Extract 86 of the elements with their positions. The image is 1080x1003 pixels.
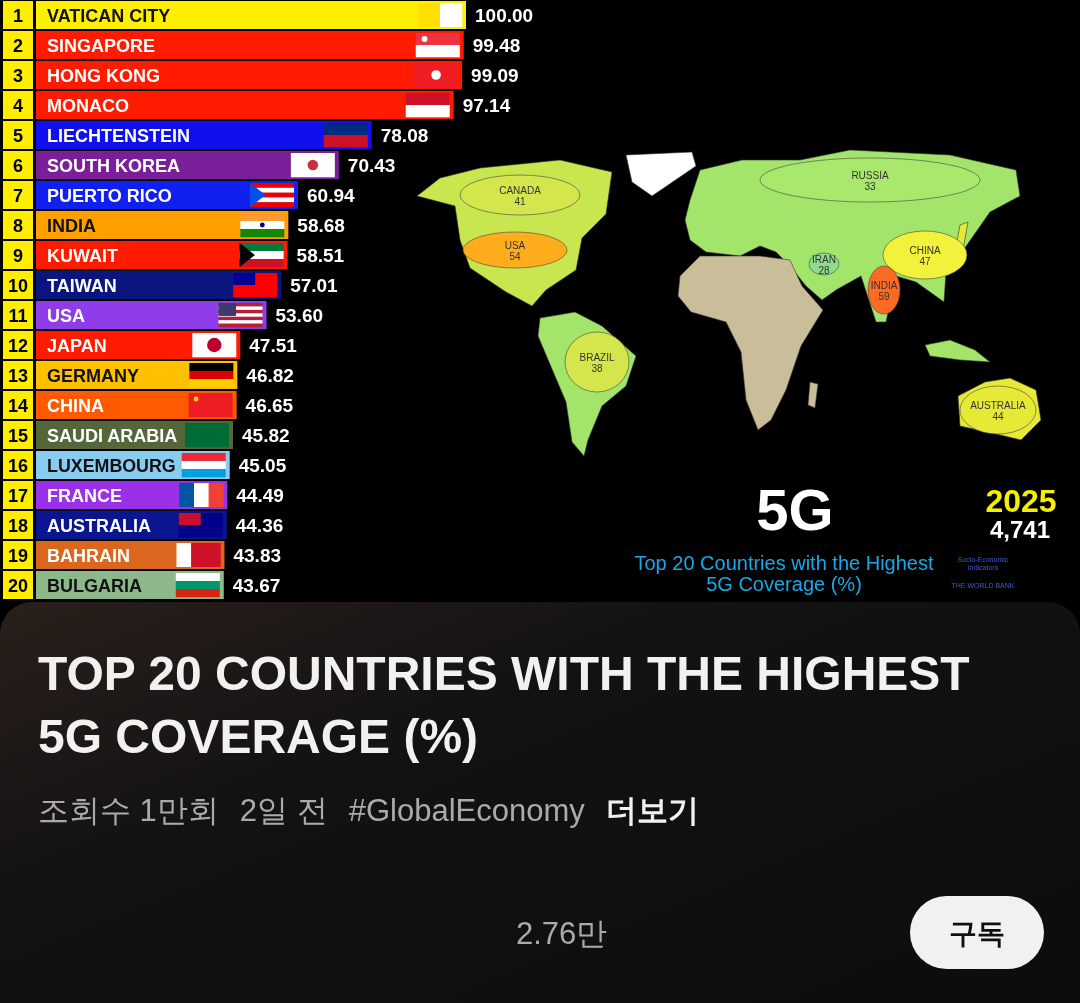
data-label: 100.00	[475, 5, 534, 26]
rank: 4	[3, 91, 33, 119]
data-label: 45.82	[242, 425, 290, 446]
data-label: 58.68	[297, 215, 345, 236]
rank: 2	[3, 31, 33, 59]
text: 2.76만	[516, 916, 608, 951]
rank: 5	[3, 121, 33, 149]
y-tick-label: LIECHTENSTEIN	[47, 125, 191, 146]
rank: 7	[3, 181, 33, 209]
data-label: 99.09	[471, 65, 519, 86]
text: 2025	[985, 483, 1057, 519]
data-label: 47	[919, 256, 931, 267]
rank: 6	[3, 151, 33, 179]
data-label: 46.82	[246, 365, 294, 386]
data-label: 70.43	[347, 155, 396, 176]
text: 더보기	[605, 793, 699, 828]
category-label: IRAN	[812, 254, 836, 265]
data-label: 43.67	[232, 575, 281, 596]
rank: 19	[3, 541, 33, 569]
rank: 20	[3, 571, 33, 599]
data-label: 47.51	[249, 335, 298, 356]
y-tick-label: SINGAPORE	[47, 35, 156, 56]
data-label: 41	[514, 196, 526, 207]
y-tick-label: PUERTO RICO	[47, 185, 172, 206]
category-label: CHINA	[909, 245, 941, 256]
y-tick-label: CHINA	[47, 395, 104, 416]
data-label: 43.83	[233, 545, 282, 566]
text: 5G	[756, 477, 834, 542]
y-tick-label: JAPAN	[47, 335, 107, 356]
data-label: 97.14	[462, 95, 511, 116]
data-label: 99.48	[472, 35, 521, 56]
text: 4,741	[989, 516, 1051, 543]
data-label: 33	[864, 181, 876, 192]
data-label: 58.51	[296, 245, 345, 266]
y-tick-label: USA	[47, 305, 86, 326]
data-label: 60.94	[307, 185, 356, 206]
data-label: 44.49	[236, 485, 284, 506]
text: Top 20 Countries with the Highest 5G Coverage (%)	[634, 552, 934, 595]
data-label: 46.65	[245, 395, 294, 416]
data-label: 57.01	[290, 275, 339, 296]
y-tick-label: LUXEMBOURG	[47, 455, 177, 476]
category-label: RUSSIA	[851, 170, 889, 181]
data-label: 44	[992, 411, 1004, 422]
data-label: 44.36	[235, 515, 284, 536]
y-tick-label: SAUDI ARABIA	[47, 425, 178, 446]
rank: 15	[3, 421, 33, 449]
rank: 13	[3, 361, 33, 389]
y-tick-label: FRANCE	[47, 485, 122, 506]
rank: 14	[3, 391, 33, 419]
category-label: CANADA	[499, 185, 542, 196]
rank: 11	[3, 301, 33, 329]
data-label: 54	[509, 251, 521, 262]
rank: 18	[3, 511, 33, 539]
rank: 3	[3, 61, 33, 89]
category-label: INDIA	[870, 280, 898, 291]
y-tick-label: AUSTRALIA	[47, 515, 151, 536]
y-tick-label: INDIA	[47, 215, 96, 236]
y-tick-label: VATICAN CITY	[47, 5, 171, 26]
data-label: 38	[591, 363, 603, 374]
y-tick-label: BAHRAIN	[47, 545, 130, 566]
rank: 9	[3, 241, 33, 269]
category-label: BRAZIL	[579, 352, 615, 363]
y-tick-label: BULGARIA	[47, 575, 142, 596]
rank: 12	[3, 331, 33, 359]
rank: 17	[3, 481, 33, 509]
category-label: AUSTRALIA	[970, 400, 1027, 411]
y-tick-label: SOUTH KOREA	[47, 155, 181, 176]
data-label: 59	[878, 291, 890, 302]
data-label: 78.08	[380, 125, 429, 146]
data-label: 28	[818, 265, 830, 276]
text: TOP 20 COUNTRIES WITH THE HIGHEST 5G COVERAGE (%)	[38, 647, 970, 763]
data-label: 53.60	[275, 305, 324, 326]
text: #GlobalEconomy	[348, 793, 586, 828]
text: 2일 전	[239, 793, 328, 828]
y-tick-label: KUWAIT	[47, 245, 118, 266]
y-tick-label: MONACO	[47, 95, 129, 116]
y-tick-label: HONG KONG	[47, 65, 161, 86]
y-tick-label: TAIWAN	[47, 275, 117, 296]
data-label: 45.05	[238, 455, 287, 476]
rank: 1	[3, 1, 33, 29]
category-label: USA	[504, 240, 526, 251]
y-tick-label: GERMANY	[47, 365, 140, 386]
rank: 8	[3, 211, 33, 239]
rank: 16	[3, 451, 33, 479]
text: 조회수 1만회	[38, 793, 219, 828]
rank: 10	[3, 271, 33, 299]
